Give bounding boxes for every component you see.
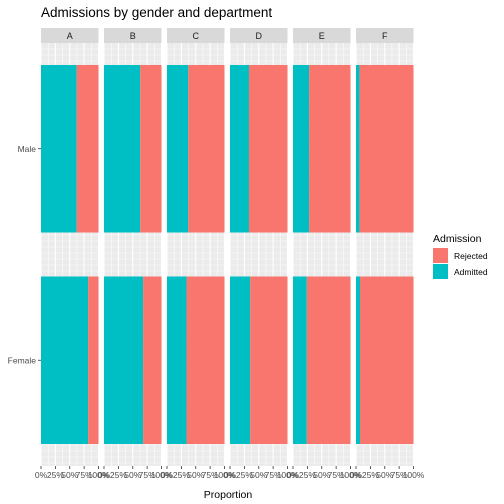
facet-panels: A0% 25%50%75%100%B0% 25%50%75%100%C0% 25%50… xyxy=(35,28,425,480)
x-tick-label: 75% xyxy=(202,470,219,480)
bar-admitted-male xyxy=(104,64,141,233)
facet-label: D xyxy=(256,31,263,41)
x-tick-label: 25% xyxy=(47,470,64,480)
facet-label: C xyxy=(193,31,200,41)
bar-rejected-female xyxy=(250,276,288,445)
x-tick-label: 75% xyxy=(265,470,282,480)
x-tick-label: 50% xyxy=(61,470,78,480)
bar-admitted-male xyxy=(41,64,77,233)
facet-E: E0% 25%50%75%100% xyxy=(287,28,362,480)
bar-rejected-male xyxy=(248,64,288,233)
facet-label: E xyxy=(319,31,325,41)
x-tick-label: 100% xyxy=(403,470,425,480)
bar-rejected-female xyxy=(306,276,351,445)
x-tick-label: 75% xyxy=(328,470,345,480)
bar-rejected-female xyxy=(186,276,225,445)
x-tick-label: 0% xyxy=(224,470,237,480)
bar-admitted-male xyxy=(167,64,189,233)
facet-strip xyxy=(293,28,351,43)
bar-rejected-male xyxy=(359,64,414,233)
x-tick-label: 25% xyxy=(299,470,316,480)
x-tick-label: 25% xyxy=(173,470,190,480)
bar-admitted-male xyxy=(230,64,249,233)
y-axis: Male Female xyxy=(8,144,41,365)
legend-items: Rejected Admitted xyxy=(433,248,488,279)
bar-admitted-female xyxy=(167,276,187,445)
x-tick-label: 75% xyxy=(139,470,156,480)
x-tick-label: 25% xyxy=(110,470,127,480)
legend-key-rejected xyxy=(433,248,448,263)
facet-label: F xyxy=(382,31,388,41)
legend-key-admitted xyxy=(433,264,448,279)
y-tick-label: Male xyxy=(18,144,37,154)
bar-rejected-male xyxy=(140,64,162,233)
x-tick-label: 100% xyxy=(88,470,110,480)
legend-label-rejected: Rejected xyxy=(454,251,488,261)
facet-strip xyxy=(167,28,225,43)
bar-admitted-male xyxy=(293,64,310,233)
facet-label: B xyxy=(130,31,136,41)
x-tick-label: 50% xyxy=(313,470,330,480)
bar-admitted-female xyxy=(356,276,361,445)
x-tick-label: 50% xyxy=(124,470,141,480)
x-tick-label: 50% xyxy=(250,470,267,480)
legend-label-admitted: Admitted xyxy=(454,267,488,277)
x-tick-label: 50% xyxy=(187,470,204,480)
x-tick-label: 100% xyxy=(277,470,299,480)
bar-rejected-female xyxy=(88,276,99,445)
x-axis-title: Proportion xyxy=(204,489,253,501)
bar-admitted-male xyxy=(356,64,360,233)
facet-B: B0% 25%50%75%100% xyxy=(98,28,173,480)
bar-rejected-female xyxy=(143,276,162,445)
x-tick-label: 75% xyxy=(391,470,408,480)
legend-title: Admission xyxy=(433,233,482,245)
bar-admitted-female xyxy=(293,276,307,445)
facet-strip xyxy=(356,28,414,43)
facet-F: F 0% 25%50%75%100% xyxy=(350,28,425,480)
legend: Admission Rejected Admitted xyxy=(433,233,488,279)
facet-label: A xyxy=(67,31,73,41)
x-tick-label: 25% xyxy=(362,470,379,480)
x-tick-label: 0% xyxy=(161,470,174,480)
x-tick-label: 75% xyxy=(76,470,93,480)
x-tick-label: 100% xyxy=(340,470,362,480)
bar-rejected-female xyxy=(360,276,414,445)
facet-D: D0% 25%50%75%100% xyxy=(224,28,299,480)
x-tick-label: 100% xyxy=(151,470,173,480)
bar-admitted-female xyxy=(41,276,89,445)
x-tick-label: 50% xyxy=(376,470,393,480)
facet-C: C0% 25%50%75%100% xyxy=(161,28,236,480)
x-tick-label: 0% xyxy=(35,470,48,480)
facet-strip xyxy=(104,28,162,43)
facet-A: A0% 25%50%75%100% xyxy=(35,28,110,480)
bar-rejected-male xyxy=(309,64,351,233)
y-tick-label: Female xyxy=(8,355,37,365)
bar-rejected-male xyxy=(76,64,99,233)
x-tick-label: 0% xyxy=(98,470,111,480)
x-tick-label: 100% xyxy=(214,470,236,480)
x-tick-label: 25% xyxy=(236,470,253,480)
facet-strip xyxy=(41,28,99,43)
bar-rejected-male xyxy=(188,64,225,233)
x-tick-label: 0% xyxy=(350,470,363,480)
bar-admitted-female xyxy=(104,276,144,445)
facet-strip xyxy=(230,28,288,43)
bar-admitted-female xyxy=(230,276,251,445)
chart-title: Admissions by gender and department xyxy=(41,5,272,20)
x-tick-label: 0% xyxy=(287,470,300,480)
